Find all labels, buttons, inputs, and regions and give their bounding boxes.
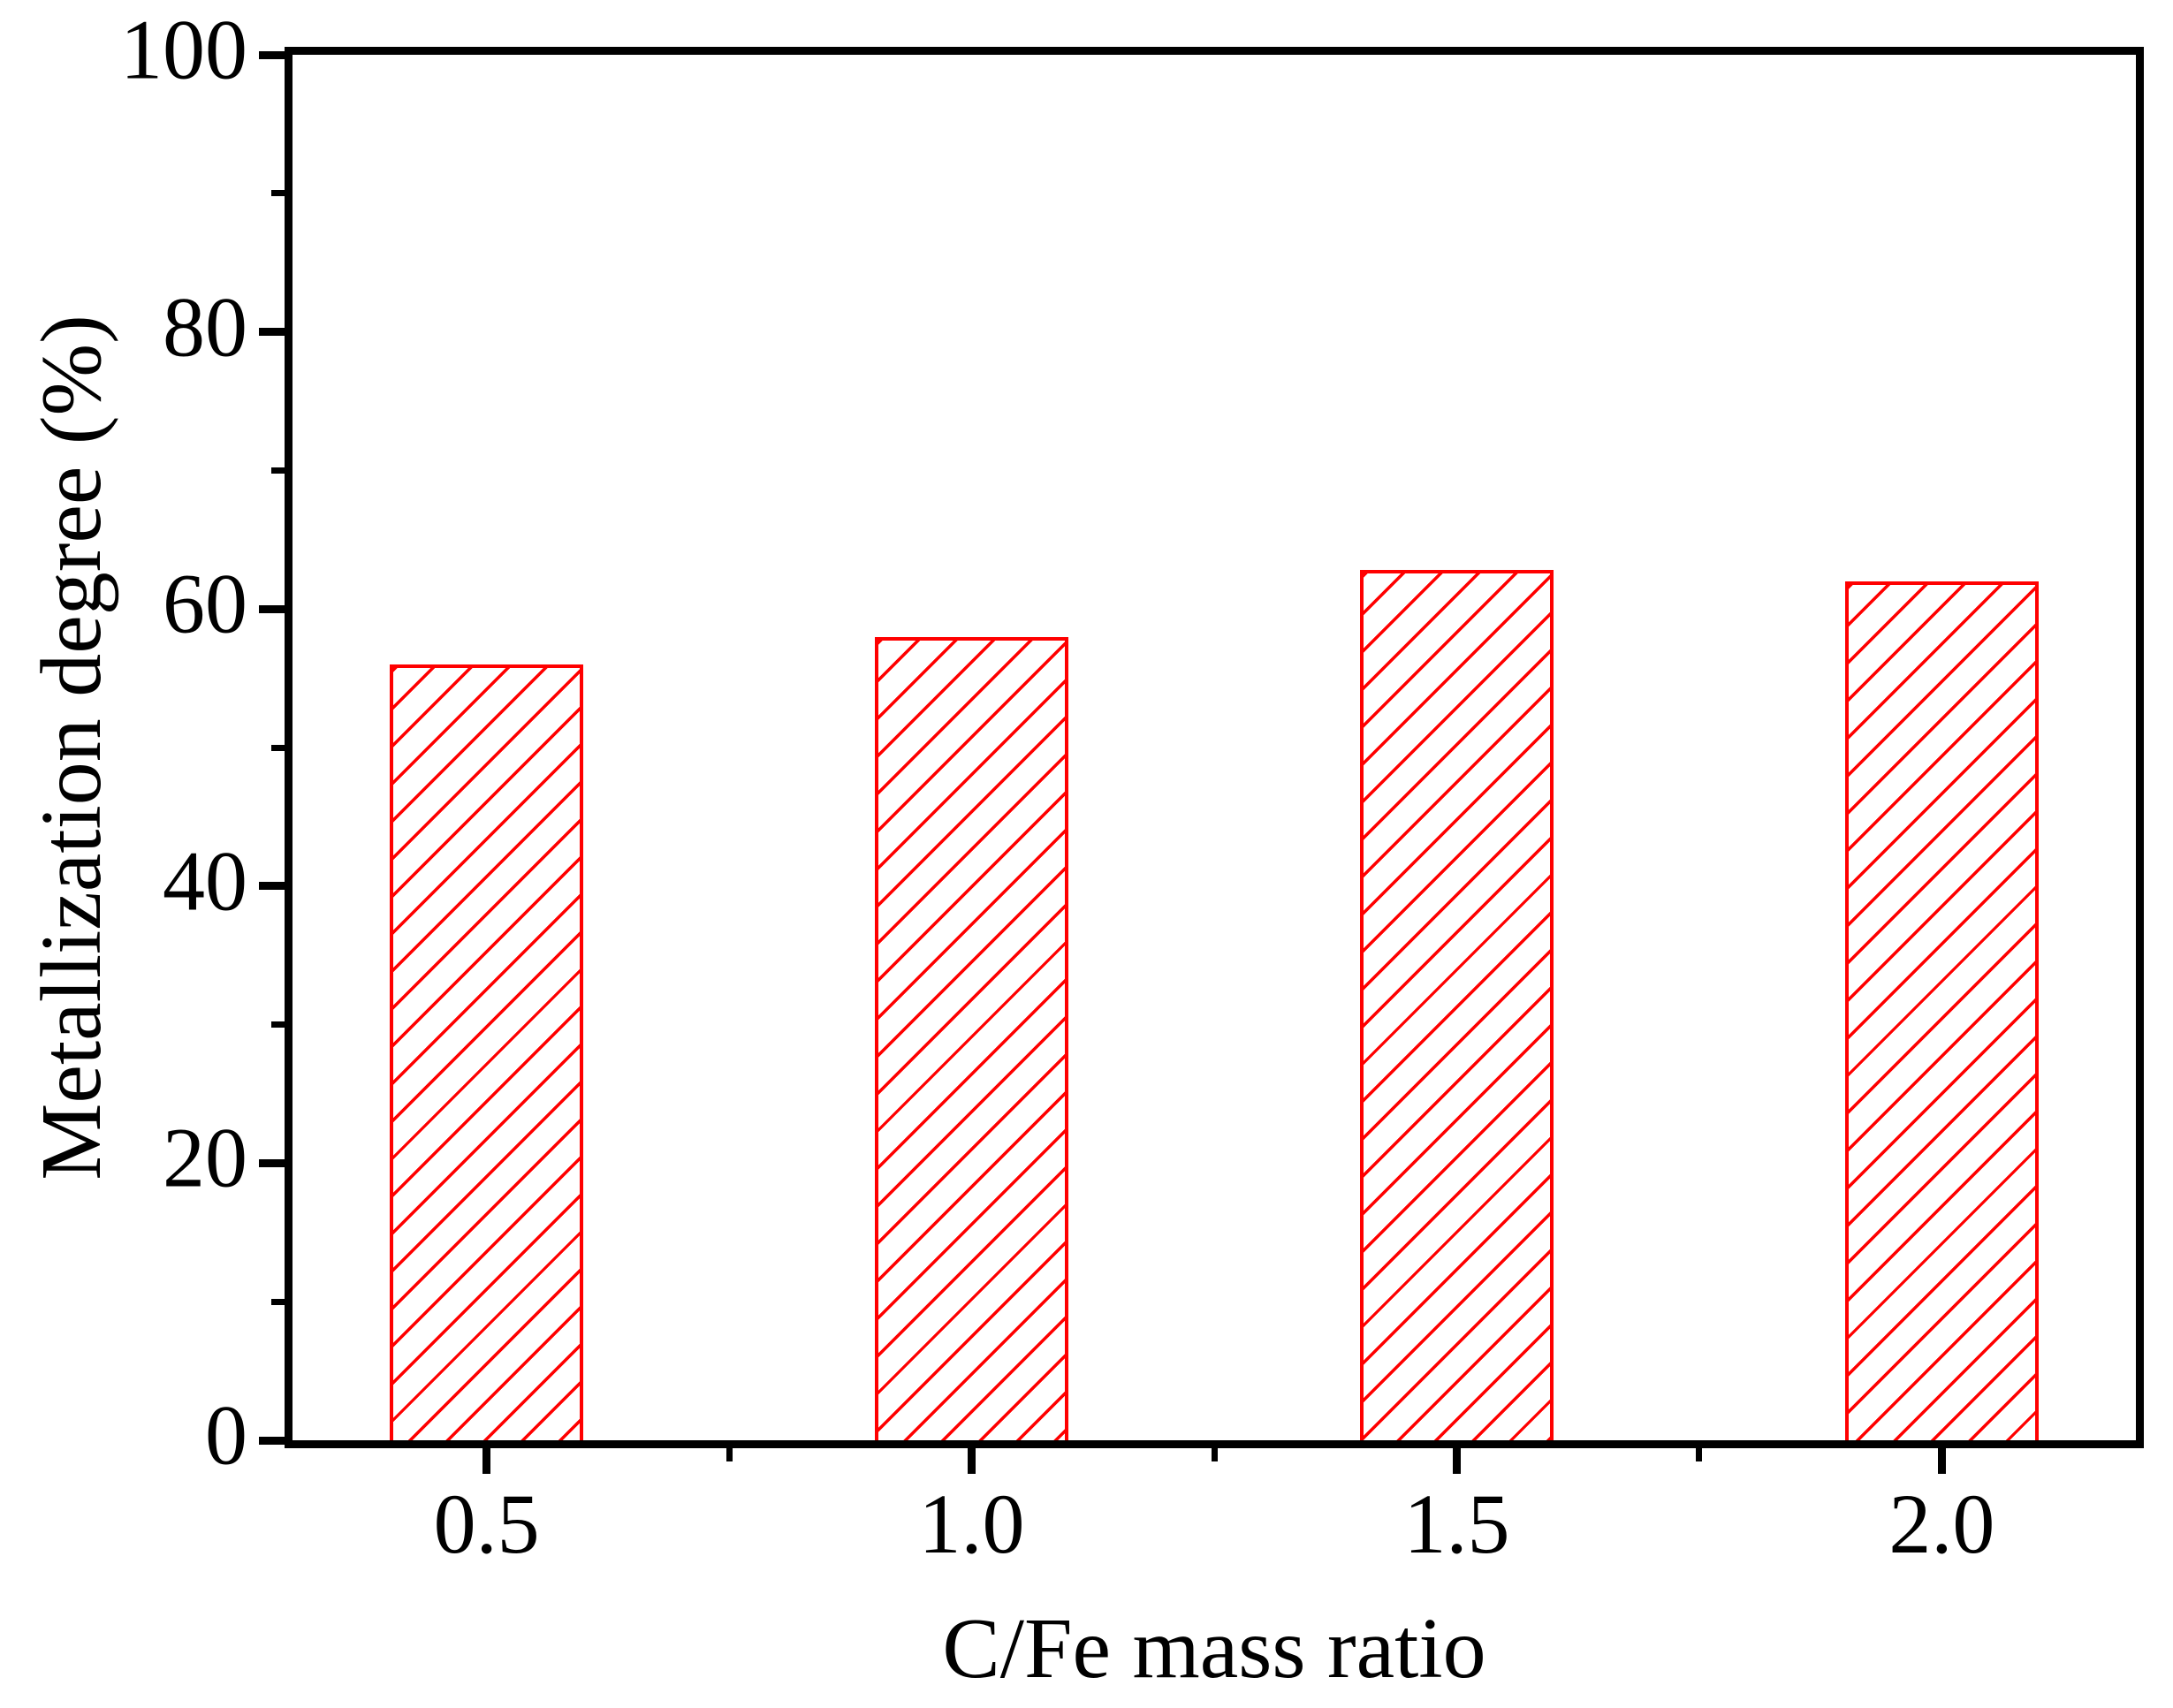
y-axis-tick-label: 20 [163, 1110, 247, 1205]
plot-area [285, 47, 2144, 1448]
y-axis-major-tick [259, 1158, 285, 1167]
y-axis-tick-label: 60 [163, 556, 247, 651]
y-axis-major-tick [259, 1436, 285, 1445]
x-axis-tick-label: 1.5 [1403, 1476, 1510, 1571]
y-axis-tick-label: 100 [120, 2, 247, 97]
x-axis-tick-label: 2.0 [1888, 1476, 1995, 1571]
bar-2.0 [1844, 581, 2040, 1440]
bar-0.5 [389, 664, 584, 1440]
y-axis-minor-tick [271, 467, 285, 474]
y-axis-minor-tick [271, 1021, 285, 1029]
x-axis-tick-label: 0.5 [433, 1476, 540, 1571]
y-axis-tick-label: 0 [205, 1387, 247, 1483]
y-axis-major-tick [259, 50, 285, 59]
y-axis-minor-tick [271, 190, 285, 197]
y-axis-minor-tick [271, 744, 285, 751]
x-axis-major-tick [482, 1448, 491, 1474]
y-axis-major-tick [259, 604, 285, 613]
y-axis-tick-label: 80 [163, 278, 247, 374]
x-axis-minor-tick [1696, 1448, 1703, 1461]
y-axis-tick-label: 40 [163, 833, 247, 929]
bar-1.5 [1359, 570, 1554, 1440]
bar-1.0 [874, 636, 1069, 1440]
x-axis-major-tick [1937, 1448, 1946, 1474]
x-axis-major-tick [1452, 1448, 1461, 1474]
x-axis-minor-tick [726, 1448, 733, 1461]
y-axis-minor-tick [271, 1298, 285, 1305]
x-axis-minor-tick [1211, 1448, 1218, 1461]
x-axis-tick-label: 1.0 [918, 1476, 1025, 1571]
x-axis-title: C/Fe mass ratio [942, 1601, 1486, 1697]
y-axis-major-tick [259, 882, 285, 891]
y-axis-major-tick [259, 328, 285, 337]
y-axis-title: Metallization degree (%) [24, 315, 120, 1180]
x-axis-major-tick [968, 1448, 976, 1474]
